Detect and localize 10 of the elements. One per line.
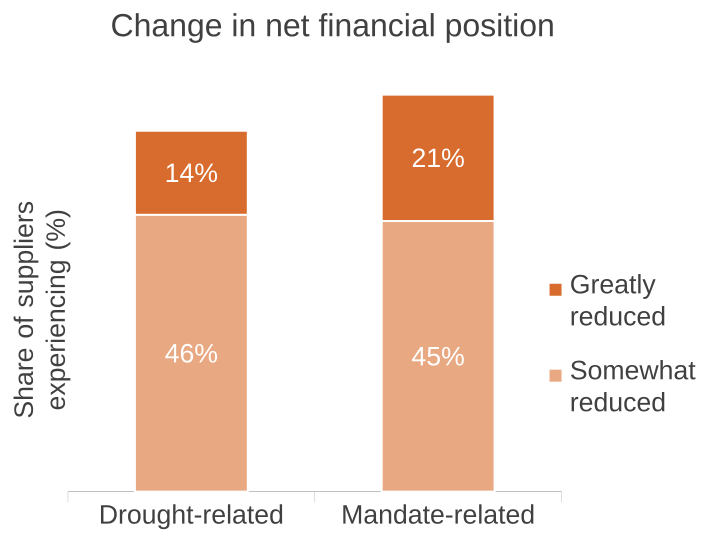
y-axis-title: Share of suppliers experiencing (%): [14, 202, 70, 418]
chart-title: Change in net financial position: [112, 13, 553, 44]
data-label: 14%: [166, 164, 218, 182]
legend-label: Somewhat reduced: [571, 360, 696, 412]
x-tick-label: Drought-related: [100, 504, 282, 530]
data-label: 46%: [165, 344, 218, 363]
x-tick-label: Mandate-related: [343, 504, 534, 524]
data-label: 45%: [412, 347, 464, 366]
data-label: 21%: [412, 148, 464, 168]
legend-label: Greatly reduced: [571, 274, 664, 326]
